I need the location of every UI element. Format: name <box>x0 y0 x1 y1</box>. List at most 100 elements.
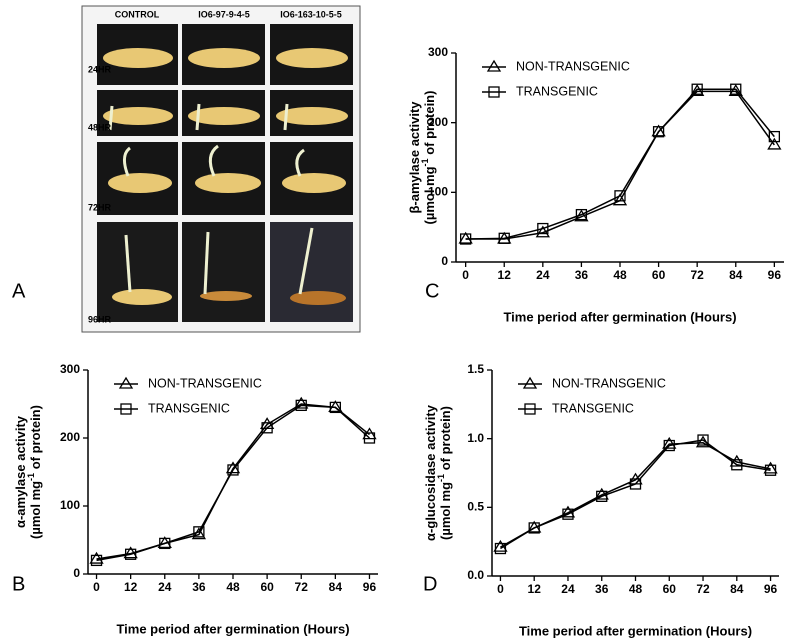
panel-label: C <box>425 280 439 302</box>
marker <box>227 464 239 476</box>
x-tick-label: 12 <box>498 268 512 282</box>
y-tick-label: 0.0 <box>467 568 484 582</box>
marker <box>690 84 705 96</box>
x-tick-label: 72 <box>690 268 704 282</box>
marker <box>728 84 743 96</box>
unit-text: (µmol mg <box>28 481 43 539</box>
marker <box>594 487 609 500</box>
x-tick-label: 84 <box>329 580 343 594</box>
x-axis-label: Time period after germination (Hours) <box>503 309 736 324</box>
marker <box>575 208 588 221</box>
marker <box>562 508 574 520</box>
row-label: 96HR <box>88 314 112 324</box>
x-tick-label: 24 <box>158 580 172 594</box>
x-tick-label: 12 <box>124 580 138 594</box>
marker <box>697 434 709 446</box>
photo <box>182 222 265 322</box>
x-tick-label: 48 <box>226 580 240 594</box>
legend-label: TRANSGENIC <box>552 401 634 415</box>
series-line <box>500 439 771 550</box>
unit-text: of protein) <box>28 405 43 473</box>
marker <box>261 422 273 434</box>
x-tick-label: 0 <box>497 582 504 596</box>
legend-marker <box>522 376 538 389</box>
marker <box>652 126 665 138</box>
y-tick-label: 300 <box>428 45 448 59</box>
series-line <box>96 404 370 562</box>
x-tick-label: 24 <box>536 268 550 282</box>
marker <box>159 537 171 550</box>
legend-marker <box>524 403 536 415</box>
marker <box>458 231 473 244</box>
legend-marker <box>488 86 500 98</box>
y-tick-label: 0 <box>73 566 80 580</box>
x-tick-label: 24 <box>561 582 575 596</box>
marker <box>329 401 342 414</box>
series-line <box>465 90 775 240</box>
x-tick-label: 72 <box>696 582 710 596</box>
x-tick-label: 0 <box>93 580 100 594</box>
x-tick-label: 72 <box>295 580 309 594</box>
marker <box>768 130 781 143</box>
panel-label: B <box>12 573 25 595</box>
panel-label: D <box>423 573 437 595</box>
marker <box>691 83 703 95</box>
marker <box>459 233 472 245</box>
marker <box>294 396 309 409</box>
series-line <box>500 442 771 548</box>
unit-superscript: -1 <box>26 473 36 481</box>
x-tick-label: 36 <box>575 268 589 282</box>
marker <box>225 461 241 474</box>
y-tick-label: 1.5 <box>467 362 484 376</box>
x-tick-label: 96 <box>363 580 377 594</box>
x-tick-label: 48 <box>613 268 627 282</box>
x-tick-label: 60 <box>260 580 274 594</box>
x-axis-label: Time period after germination (Hours) <box>116 621 349 636</box>
legend-label: NON-TRANSGENIC <box>148 376 262 390</box>
marker <box>730 83 742 95</box>
marker <box>295 399 307 412</box>
legend-label: NON-TRANSGENIC <box>552 376 666 390</box>
y-axis-label: α-glucosidase activity <box>423 404 438 541</box>
marker <box>528 522 540 534</box>
series-line <box>465 88 775 240</box>
x-tick-label: 96 <box>768 268 782 282</box>
y-tick-label: 0.5 <box>467 500 484 514</box>
sprouts <box>108 103 314 295</box>
y-axis-label: β-amylase activity <box>407 101 422 214</box>
unit-text: of protein) <box>422 91 437 159</box>
y-tick-label: 300 <box>60 362 80 376</box>
column-header: IO6-97-9-4-5 <box>198 9 250 19</box>
marker <box>596 490 608 502</box>
marker <box>494 542 507 555</box>
y-tick-label: 100 <box>60 498 80 512</box>
seeds <box>103 48 348 305</box>
legend-label: NON-TRANSGENIC <box>516 59 630 73</box>
y-axis-label-name: β-amylase activity <box>407 101 422 214</box>
x-tick-label: 36 <box>192 580 206 594</box>
x-tick-label: 12 <box>528 582 542 596</box>
legend-marker <box>486 59 502 72</box>
unit-text: (µmol mg <box>438 482 453 540</box>
y-axis-label: α-amylase activity <box>13 415 28 528</box>
y-axis-unit: (µmol mg-1 of protein) <box>436 406 453 540</box>
x-tick-label: 96 <box>764 582 778 596</box>
row-label: 48HR <box>88 122 112 132</box>
x-tick-label: 84 <box>730 582 744 596</box>
unit-superscript: -1 <box>436 474 446 482</box>
unit-superscript: -1 <box>420 158 430 166</box>
marker <box>764 464 777 476</box>
marker <box>731 459 743 471</box>
y-tick-label: 200 <box>60 430 80 444</box>
x-tick-label: 36 <box>595 582 609 596</box>
row-label: 72HR <box>88 202 112 212</box>
marker <box>124 548 137 560</box>
marker <box>535 225 550 238</box>
photo <box>97 222 178 322</box>
marker <box>629 478 642 490</box>
marker <box>193 526 205 538</box>
panel-label: A <box>12 280 26 302</box>
y-axis-unit: (µmol mg-1 of protein) <box>26 405 43 539</box>
legend-marker <box>118 376 134 389</box>
